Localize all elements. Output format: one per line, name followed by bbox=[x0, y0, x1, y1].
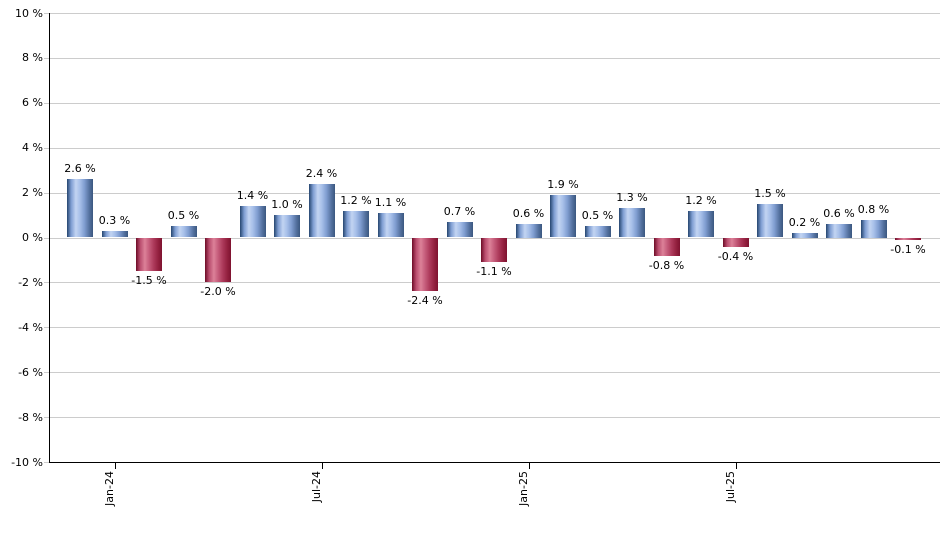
y-gridline bbox=[44, 13, 940, 14]
y-axis-tick-label: -8 % bbox=[18, 410, 43, 424]
bar-value-label: -0.4 % bbox=[717, 249, 754, 263]
positive-bar bbox=[101, 230, 128, 238]
y-axis-tick-label: -4 % bbox=[18, 320, 43, 334]
y-axis-tick-label: 2 % bbox=[22, 186, 43, 200]
y-gridline bbox=[44, 417, 940, 419]
x-axis-tick-label: Jan-24 bbox=[102, 471, 116, 506]
positive-bar bbox=[860, 219, 887, 238]
bar-value-label: 0.5 % bbox=[167, 209, 200, 223]
bar-value-label: -1.1 % bbox=[476, 265, 512, 279]
bar-value-label: 1.0 % bbox=[271, 198, 303, 211]
y-axis-tick-label: -6 % bbox=[18, 365, 43, 379]
bar-value-label: -2.4 % bbox=[407, 294, 443, 308]
bar-value-label: -0.8 % bbox=[648, 258, 685, 272]
bar-value-label: 0.3 % bbox=[98, 213, 131, 227]
positive-bar bbox=[515, 224, 542, 238]
bar-value-label: 2.6 % bbox=[64, 162, 96, 176]
x-axis-tick bbox=[321, 462, 323, 469]
y-gridline bbox=[44, 282, 940, 284]
bar-value-label: 1.9 % bbox=[547, 177, 579, 191]
bar-value-label: 1.1 % bbox=[374, 195, 407, 209]
positive-bar bbox=[688, 210, 714, 238]
bar-value-label: 0.7 % bbox=[443, 204, 476, 218]
y-gridline bbox=[44, 147, 940, 149]
positive-bar bbox=[826, 224, 852, 238]
x-axis-tick-label: Jan-25 bbox=[516, 471, 530, 506]
x-axis-line bbox=[49, 462, 940, 463]
bar-value-label: 1.3 % bbox=[616, 191, 648, 205]
positive-bar bbox=[170, 226, 197, 238]
positive-bar bbox=[550, 194, 576, 238]
x-axis-tick bbox=[528, 462, 530, 469]
bar-value-label: 0.5 % bbox=[581, 209, 614, 223]
negative-bar bbox=[481, 237, 507, 263]
negative-bar bbox=[895, 237, 921, 240]
negative-bar bbox=[722, 237, 749, 247]
negative-bar bbox=[136, 237, 162, 272]
y-axis-line bbox=[49, 13, 50, 463]
y-gridline bbox=[44, 102, 940, 104]
bar-value-label: 0.8 % bbox=[857, 202, 890, 216]
bar-value-label: 0.6 % bbox=[823, 207, 855, 220]
positive-bar bbox=[274, 215, 300, 238]
bar-value-label: -2.0 % bbox=[200, 285, 236, 299]
y-gridline bbox=[44, 57, 940, 59]
positive-bar bbox=[584, 226, 611, 238]
bar-value-label: -1.5 % bbox=[131, 274, 167, 288]
y-gridline bbox=[44, 327, 940, 329]
bar-value-label: 1.5 % bbox=[754, 186, 786, 200]
positive-bar bbox=[343, 210, 369, 238]
positive-bar bbox=[239, 206, 266, 238]
y-axis-tick-label: 0 % bbox=[22, 231, 43, 244]
y-axis-tick-label: 10 % bbox=[15, 6, 43, 20]
positive-bar bbox=[308, 183, 335, 238]
negative-bar bbox=[205, 237, 231, 283]
y-gridline bbox=[44, 372, 940, 374]
negative-bar bbox=[412, 237, 438, 292]
x-axis-tick-label: Jul-25 bbox=[723, 471, 737, 503]
x-axis-tick bbox=[735, 462, 737, 469]
positive-bar bbox=[446, 221, 473, 238]
y-gridline bbox=[44, 192, 940, 194]
x-axis-tick-label: Jul-24 bbox=[309, 471, 323, 503]
bar-value-label: 1.2 % bbox=[340, 193, 372, 207]
bar-value-label: 2.4 % bbox=[305, 166, 338, 180]
y-axis-tick-label: -2 % bbox=[18, 275, 43, 289]
positive-bar bbox=[67, 179, 93, 238]
bar-value-label: 1.2 % bbox=[685, 193, 717, 207]
bar-value-label: 1.4 % bbox=[236, 189, 269, 203]
positive-bar bbox=[619, 208, 645, 238]
y-axis-tick-label: 8 % bbox=[22, 51, 43, 65]
bar-value-label: -0.1 % bbox=[890, 242, 926, 256]
bar-value-label: 0.6 % bbox=[512, 207, 545, 220]
positive-bar bbox=[757, 203, 783, 238]
y-axis-tick-label: -10 % bbox=[11, 455, 43, 469]
positive-bar bbox=[377, 212, 404, 238]
x-axis-tick bbox=[114, 462, 116, 469]
positive-bar bbox=[791, 233, 818, 238]
bar-value-label: 0.2 % bbox=[788, 216, 821, 229]
y-axis-tick-label: 6 % bbox=[22, 96, 43, 110]
negative-bar bbox=[653, 237, 680, 256]
y-axis-tick-label: 4 % bbox=[22, 141, 43, 155]
